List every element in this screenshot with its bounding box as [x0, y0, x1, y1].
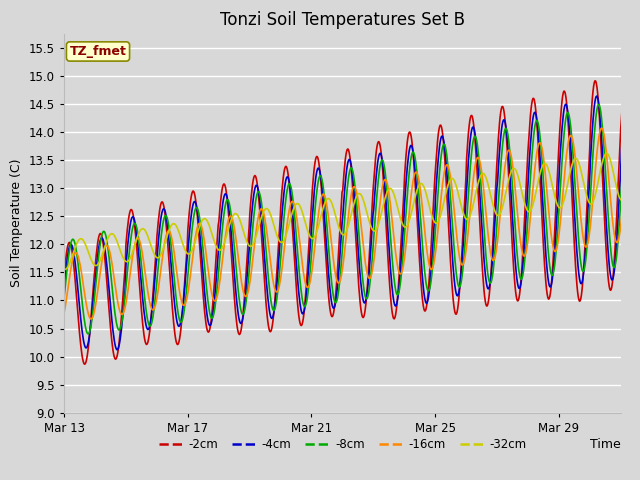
Legend: -2cm, -4cm, -8cm, -16cm, -32cm: -2cm, -4cm, -8cm, -16cm, -32cm — [154, 434, 531, 456]
X-axis label: Time: Time — [590, 438, 621, 451]
Text: TZ_fmet: TZ_fmet — [70, 45, 127, 58]
Y-axis label: Soil Temperature (C): Soil Temperature (C) — [10, 159, 23, 288]
Title: Tonzi Soil Temperatures Set B: Tonzi Soil Temperatures Set B — [220, 11, 465, 29]
